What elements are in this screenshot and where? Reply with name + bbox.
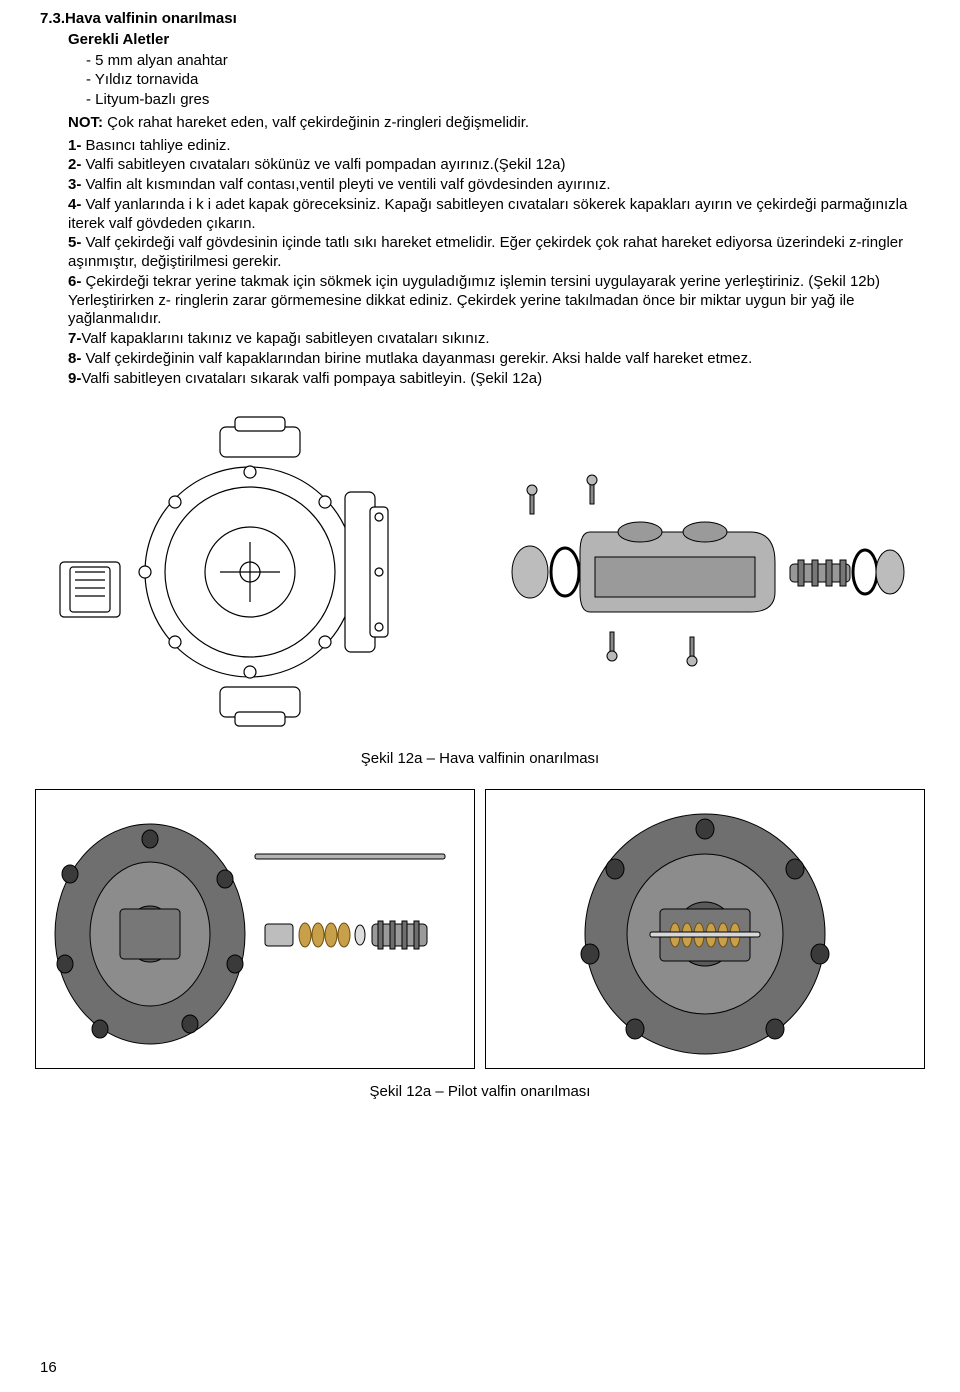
step-number: 7- — [68, 330, 81, 347]
step-text: Valfi sabitleyen cıvataları sökünüz ve v… — [81, 156, 565, 173]
step-text: Valf çekirdeğinin valf kapaklarından bir… — [81, 350, 752, 367]
steps-block: 1- Basıncı tahliye ediniz. 2- Valfi sabi… — [68, 137, 920, 389]
tool-item: - 5 mm alyan anahtar — [86, 52, 920, 71]
sub-heading: Gerekli Aletler — [68, 31, 920, 50]
note-body: Çok rahat hareket eden, valf çekirdeğini… — [103, 114, 529, 131]
pilot-assembled-panel — [485, 789, 925, 1069]
step-text: Çekirdeği tekrar yerine takmak için sökm… — [68, 273, 880, 328]
step: 4- Valf yanlarında i k i adet kapak göre… — [68, 196, 920, 234]
section-heading: 7.3.Hava valfinin onarılması — [40, 10, 920, 29]
figure-12a-row — [50, 412, 910, 732]
step: 6- Çekirdeği tekrar yerine takmak için s… — [68, 273, 920, 329]
step: 3- Valfin alt kısmından valf contası,ven… — [68, 176, 920, 195]
figures-area: Şekil 12a – Hava valfinin onarılması — [40, 412, 920, 1122]
step: 8- Valf çekirdeğinin valf kapaklarından … — [68, 350, 920, 369]
tool-list: - 5 mm alyan anahtar - Yıldız tornavida … — [86, 52, 920, 110]
step-number: 5- — [68, 234, 81, 251]
pilot-assembled-icon — [490, 794, 920, 1064]
page-number: 16 — [40, 1359, 57, 1378]
figure-pilot-caption: Şekil 12a – Pilot valfin onarılması — [370, 1083, 591, 1102]
tool-item: - Lityum-bazlı gres — [86, 91, 920, 110]
pilot-exploded-panel — [35, 789, 475, 1069]
step-number: 4- — [68, 196, 81, 213]
step-number: 8- — [68, 350, 81, 367]
step: 2- Valfi sabitleyen cıvataları sökünüz v… — [68, 156, 920, 175]
figure-12a-caption: Şekil 12a – Hava valfinin onarılması — [361, 750, 599, 769]
step-text: Valfin alt kısmından valf contası,ventil… — [81, 176, 610, 193]
step-number: 9- — [68, 370, 81, 387]
valve-exploded-icon — [490, 472, 910, 672]
note-line: NOT: Çok rahat hareket eden, valf çekird… — [68, 114, 920, 133]
step-text: Valfi sabitleyen cıvataları sıkarak valf… — [81, 370, 542, 387]
note-prefix: NOT: — [68, 114, 103, 131]
pump-diagram-icon — [50, 412, 470, 732]
step: 9-Valfi sabitleyen cıvataları sıkarak va… — [68, 370, 920, 389]
step-number: 1- — [68, 137, 81, 154]
step: 7-Valf kapaklarını takınız ve kapağı sab… — [68, 330, 920, 349]
tool-item: - Yıldız tornavida — [86, 71, 920, 90]
step-text: Basıncı tahliye ediniz. — [81, 137, 230, 154]
step-number: 3- — [68, 176, 81, 193]
step: 5- Valf çekirdeği valf gövdesinin içinde… — [68, 234, 920, 272]
figure-pilot-row — [35, 789, 925, 1069]
step-text: Valf çekirdeği valf gövdesinin içinde ta… — [68, 234, 903, 270]
pilot-exploded-icon — [40, 794, 470, 1064]
step: 1- Basıncı tahliye ediniz. — [68, 137, 920, 156]
step-text: Valf kapaklarını takınız ve kapağı sabit… — [81, 330, 489, 347]
step-number: 2- — [68, 156, 81, 173]
step-number: 6- — [68, 273, 81, 290]
step-text: Valf yanlarında i k i adet kapak görecek… — [68, 196, 907, 232]
